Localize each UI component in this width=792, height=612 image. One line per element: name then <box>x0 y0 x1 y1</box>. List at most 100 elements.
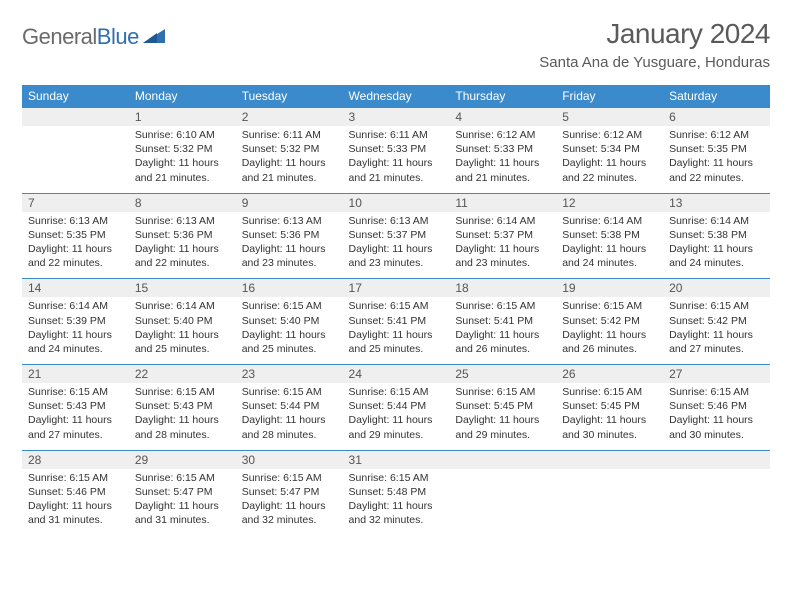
day-header: Friday <box>556 85 663 108</box>
day-header: Thursday <box>449 85 556 108</box>
sunrise-text: Sunrise: 6:13 AM <box>28 214 123 228</box>
daylight-text-1: Daylight: 11 hours <box>669 156 764 170</box>
daylight-text-1: Daylight: 11 hours <box>242 156 337 170</box>
day-cell: Sunrise: 6:15 AMSunset: 5:47 PMDaylight:… <box>129 469 236 536</box>
day-number: 14 <box>22 279 129 298</box>
sunset-text: Sunset: 5:38 PM <box>669 228 764 242</box>
day-cell: Sunrise: 6:15 AMSunset: 5:45 PMDaylight:… <box>556 383 663 450</box>
day-cell: Sunrise: 6:15 AMSunset: 5:46 PMDaylight:… <box>22 469 129 536</box>
sunrise-text: Sunrise: 6:14 AM <box>562 214 657 228</box>
month-title: January 2024 <box>539 18 770 50</box>
day-header: Wednesday <box>343 85 450 108</box>
day-number: 10 <box>343 193 450 212</box>
day-number: 17 <box>343 279 450 298</box>
daylight-text-2: and 23 minutes. <box>349 256 444 270</box>
daynum-row: 123456 <box>22 108 770 127</box>
day-cell: Sunrise: 6:15 AMSunset: 5:42 PMDaylight:… <box>556 297 663 364</box>
sunset-text: Sunset: 5:48 PM <box>349 485 444 499</box>
day-cell: Sunrise: 6:15 AMSunset: 5:40 PMDaylight:… <box>236 297 343 364</box>
day-number: 9 <box>236 193 343 212</box>
sunrise-text: Sunrise: 6:12 AM <box>455 128 550 142</box>
daylight-text-2: and 25 minutes. <box>349 342 444 356</box>
day-cell: Sunrise: 6:15 AMSunset: 5:43 PMDaylight:… <box>129 383 236 450</box>
daylight-text-2: and 32 minutes. <box>242 513 337 527</box>
day-header: Saturday <box>663 85 770 108</box>
daylight-text-1: Daylight: 11 hours <box>28 499 123 513</box>
day-cell: Sunrise: 6:15 AMSunset: 5:44 PMDaylight:… <box>236 383 343 450</box>
day-cell: Sunrise: 6:14 AMSunset: 5:38 PMDaylight:… <box>663 212 770 279</box>
daylight-text-1: Daylight: 11 hours <box>562 242 657 256</box>
daylight-text-1: Daylight: 11 hours <box>455 328 550 342</box>
day-cell: Sunrise: 6:15 AMSunset: 5:41 PMDaylight:… <box>449 297 556 364</box>
daylight-text-1: Daylight: 11 hours <box>135 328 230 342</box>
daylight-text-2: and 23 minutes. <box>455 256 550 270</box>
sunrise-text: Sunrise: 6:15 AM <box>28 471 123 485</box>
daynum-row: 28293031 <box>22 450 770 469</box>
sunrise-text: Sunrise: 6:11 AM <box>349 128 444 142</box>
sunrise-text: Sunrise: 6:15 AM <box>455 385 550 399</box>
sunset-text: Sunset: 5:34 PM <box>562 142 657 156</box>
sunrise-text: Sunrise: 6:15 AM <box>349 385 444 399</box>
sunrise-text: Sunrise: 6:11 AM <box>242 128 337 142</box>
day-number: 2 <box>236 108 343 127</box>
content-row: Sunrise: 6:15 AMSunset: 5:43 PMDaylight:… <box>22 383 770 450</box>
sunrise-text: Sunrise: 6:12 AM <box>669 128 764 142</box>
day-cell: Sunrise: 6:15 AMSunset: 5:48 PMDaylight:… <box>343 469 450 536</box>
day-number: 7 <box>22 193 129 212</box>
daylight-text-1: Daylight: 11 hours <box>135 413 230 427</box>
sunrise-text: Sunrise: 6:12 AM <box>562 128 657 142</box>
day-number <box>449 450 556 469</box>
daylight-text-2: and 24 minutes. <box>669 256 764 270</box>
day-number: 27 <box>663 365 770 384</box>
logo-triangle-icon <box>143 29 165 43</box>
day-cell: Sunrise: 6:15 AMSunset: 5:46 PMDaylight:… <box>663 383 770 450</box>
sunrise-text: Sunrise: 6:14 AM <box>135 299 230 313</box>
day-cell <box>22 126 129 193</box>
sunrise-text: Sunrise: 6:15 AM <box>135 471 230 485</box>
daylight-text-1: Daylight: 11 hours <box>242 499 337 513</box>
sunrise-text: Sunrise: 6:15 AM <box>669 299 764 313</box>
day-number: 4 <box>449 108 556 127</box>
sunrise-text: Sunrise: 6:15 AM <box>669 385 764 399</box>
sunset-text: Sunset: 5:47 PM <box>135 485 230 499</box>
day-cell: Sunrise: 6:14 AMSunset: 5:37 PMDaylight:… <box>449 212 556 279</box>
sunset-text: Sunset: 5:45 PM <box>562 399 657 413</box>
daylight-text-2: and 22 minutes. <box>28 256 123 270</box>
day-number <box>663 450 770 469</box>
daylight-text-2: and 24 minutes. <box>562 256 657 270</box>
logo-text: GeneralBlue <box>22 24 139 50</box>
day-cell: Sunrise: 6:13 AMSunset: 5:36 PMDaylight:… <box>236 212 343 279</box>
day-number: 21 <box>22 365 129 384</box>
sunrise-text: Sunrise: 6:14 AM <box>455 214 550 228</box>
sunrise-text: Sunrise: 6:10 AM <box>135 128 230 142</box>
day-number: 16 <box>236 279 343 298</box>
daylight-text-2: and 25 minutes. <box>242 342 337 356</box>
sunset-text: Sunset: 5:40 PM <box>242 314 337 328</box>
sunset-text: Sunset: 5:32 PM <box>242 142 337 156</box>
day-cell <box>556 469 663 536</box>
daylight-text-2: and 30 minutes. <box>669 428 764 442</box>
daynum-row: 14151617181920 <box>22 279 770 298</box>
daylight-text-1: Daylight: 11 hours <box>349 413 444 427</box>
sunset-text: Sunset: 5:42 PM <box>669 314 764 328</box>
sunrise-text: Sunrise: 6:15 AM <box>349 299 444 313</box>
day-cell: Sunrise: 6:14 AMSunset: 5:38 PMDaylight:… <box>556 212 663 279</box>
sunset-text: Sunset: 5:36 PM <box>242 228 337 242</box>
daylight-text-2: and 31 minutes. <box>28 513 123 527</box>
daylight-text-2: and 30 minutes. <box>562 428 657 442</box>
daylight-text-1: Daylight: 11 hours <box>669 242 764 256</box>
sunrise-text: Sunrise: 6:13 AM <box>349 214 444 228</box>
sunset-text: Sunset: 5:32 PM <box>135 142 230 156</box>
sunset-text: Sunset: 5:40 PM <box>135 314 230 328</box>
sunset-text: Sunset: 5:33 PM <box>349 142 444 156</box>
day-number: 6 <box>663 108 770 127</box>
daylight-text-2: and 32 minutes. <box>349 513 444 527</box>
daylight-text-2: and 24 minutes. <box>28 342 123 356</box>
sunrise-text: Sunrise: 6:15 AM <box>562 299 657 313</box>
title-block: January 2024 Santa Ana de Yusguare, Hond… <box>539 18 770 71</box>
daylight-text-1: Daylight: 11 hours <box>455 242 550 256</box>
day-cell: Sunrise: 6:12 AMSunset: 5:33 PMDaylight:… <box>449 126 556 193</box>
daylight-text-2: and 28 minutes. <box>135 428 230 442</box>
day-cell: Sunrise: 6:12 AMSunset: 5:34 PMDaylight:… <box>556 126 663 193</box>
daylight-text-2: and 22 minutes. <box>135 256 230 270</box>
